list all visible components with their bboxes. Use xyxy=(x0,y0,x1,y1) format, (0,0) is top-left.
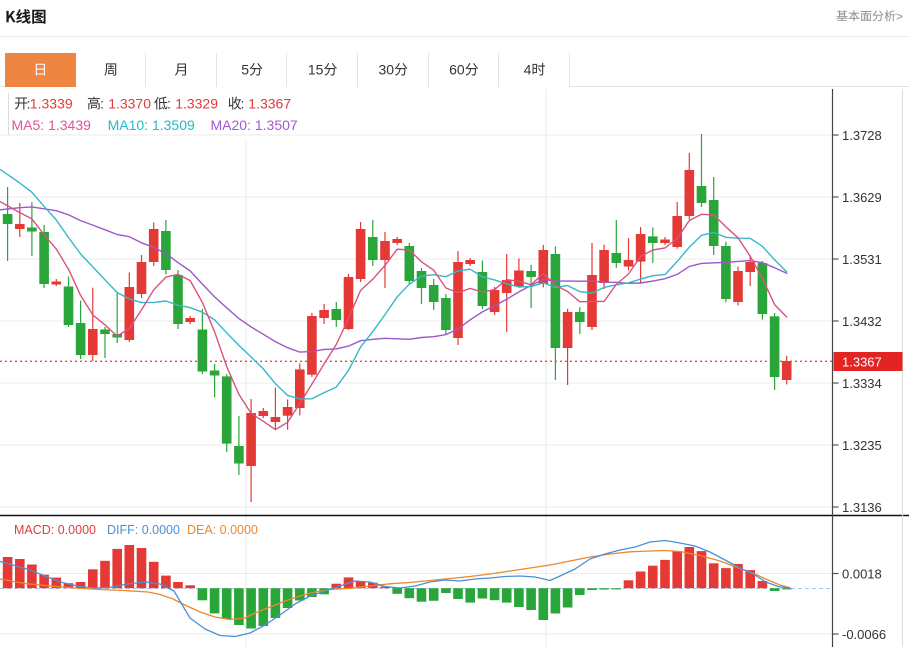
svg-text:30: 30 xyxy=(379,62,395,78)
svg-text::: : xyxy=(100,95,104,111)
svg-text:1.3367: 1.3367 xyxy=(248,95,291,111)
svg-text:4: 4 xyxy=(524,62,532,78)
svg-text:DEA: 0.0000: DEA: 0.0000 xyxy=(187,523,258,537)
svg-text:1.3334: 1.3334 xyxy=(842,376,882,391)
svg-text:1.3367: 1.3367 xyxy=(842,354,882,369)
svg-text:>: > xyxy=(896,9,903,23)
svg-text:1.3235: 1.3235 xyxy=(842,438,882,453)
svg-text:1.3339: 1.3339 xyxy=(30,95,73,111)
svg-text:1.3728: 1.3728 xyxy=(842,128,882,143)
svg-text:1.3136: 1.3136 xyxy=(842,500,882,515)
svg-text::: : xyxy=(167,95,171,111)
svg-text:0.0018: 0.0018 xyxy=(842,566,882,581)
svg-text::: : xyxy=(241,95,245,111)
svg-text:DIFF: 0.0000: DIFF: 0.0000 xyxy=(107,523,180,537)
svg-text:MACD: 0.0000: MACD: 0.0000 xyxy=(14,523,96,537)
svg-text:1.3629: 1.3629 xyxy=(842,190,882,205)
svg-text:MA10: 1.3509: MA10: 1.3509 xyxy=(108,117,195,133)
svg-text:MA20: 1.3507: MA20: 1.3507 xyxy=(211,117,298,133)
svg-text:60: 60 xyxy=(449,62,465,78)
svg-text:15: 15 xyxy=(308,62,324,78)
svg-text:1.3432: 1.3432 xyxy=(842,314,882,329)
svg-text:1.3329: 1.3329 xyxy=(175,95,218,111)
svg-text:-0.0066: -0.0066 xyxy=(842,627,886,642)
svg-text:MA5: 1.3439: MA5: 1.3439 xyxy=(12,117,92,133)
svg-text:5: 5 xyxy=(241,62,249,78)
svg-text:1.3531: 1.3531 xyxy=(842,252,882,267)
svg-text:1.3370: 1.3370 xyxy=(108,95,151,111)
svg-text::: : xyxy=(27,95,31,111)
